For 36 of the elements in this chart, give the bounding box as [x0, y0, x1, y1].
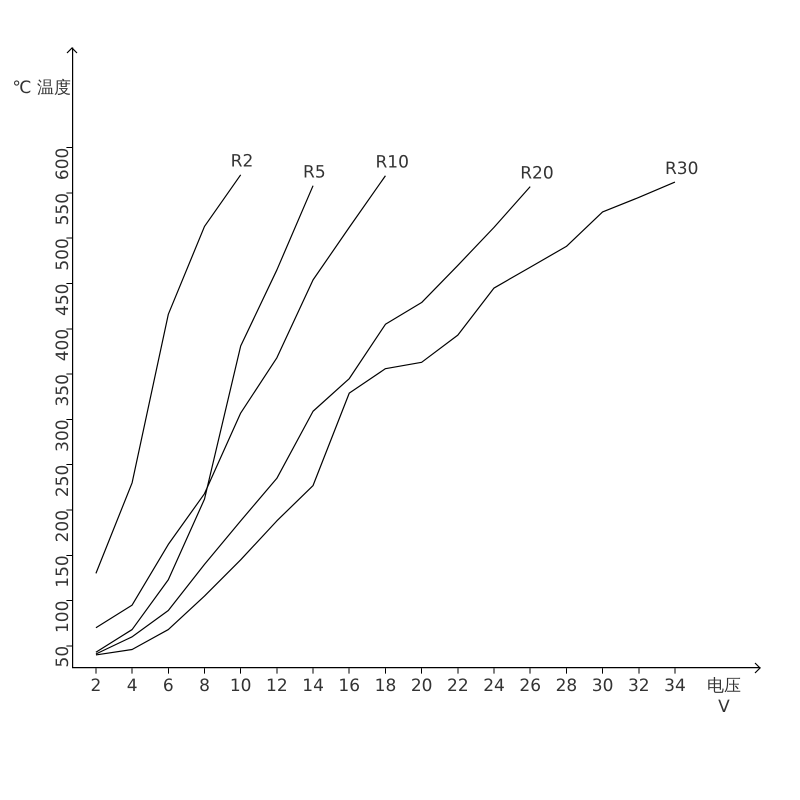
- x-tick-label: 22: [447, 676, 469, 696]
- y-tick-label: 200: [52, 510, 73, 542]
- x-tick-label: 16: [338, 676, 360, 696]
- x-tick-label: 10: [230, 676, 252, 696]
- y-tick-label: 350: [52, 374, 73, 407]
- y-tick-label: 250: [52, 464, 73, 498]
- series-label: R2: [230, 152, 254, 172]
- x-tick-label: 30: [592, 676, 614, 696]
- series-label: R20: [520, 164, 554, 184]
- y-tick-label: 50: [52, 646, 73, 668]
- series-label: R30: [664, 158, 698, 179]
- x-tick-label: 28: [556, 676, 578, 696]
- y-tick-label: 600: [52, 148, 73, 180]
- x-tick-label: 32: [628, 676, 650, 696]
- x-tick-label: 12: [266, 676, 288, 696]
- x-tick-label: 34: [664, 676, 686, 696]
- x-tick-label: 4: [126, 676, 138, 696]
- x-tick-label: 8: [199, 676, 210, 696]
- x-tick-label: 18: [374, 676, 396, 696]
- y-tick-label: 150: [52, 555, 73, 588]
- y-tick-label: 400: [52, 328, 73, 362]
- x-tick-label: 20: [410, 676, 432, 696]
- series-label: R5: [303, 162, 326, 183]
- y-tick-label: 550: [52, 192, 73, 226]
- y-tick-label: 100: [52, 600, 73, 634]
- x-tick-label: 14: [302, 676, 324, 696]
- y-axis-title: ℃ 温度: [12, 77, 71, 99]
- y-tick-label: 300: [52, 419, 73, 452]
- x-tick-label: 26: [519, 676, 542, 696]
- series-label: R10: [375, 152, 409, 173]
- x-tick-label: 6: [162, 676, 174, 696]
- x-tick-label: 2: [90, 676, 102, 696]
- y-tick-label: 450: [52, 284, 73, 316]
- x-axis-title: 电压 V: [706, 674, 742, 717]
- x-tick-label: 24: [483, 676, 505, 696]
- y-tick-label: 500: [52, 238, 73, 271]
